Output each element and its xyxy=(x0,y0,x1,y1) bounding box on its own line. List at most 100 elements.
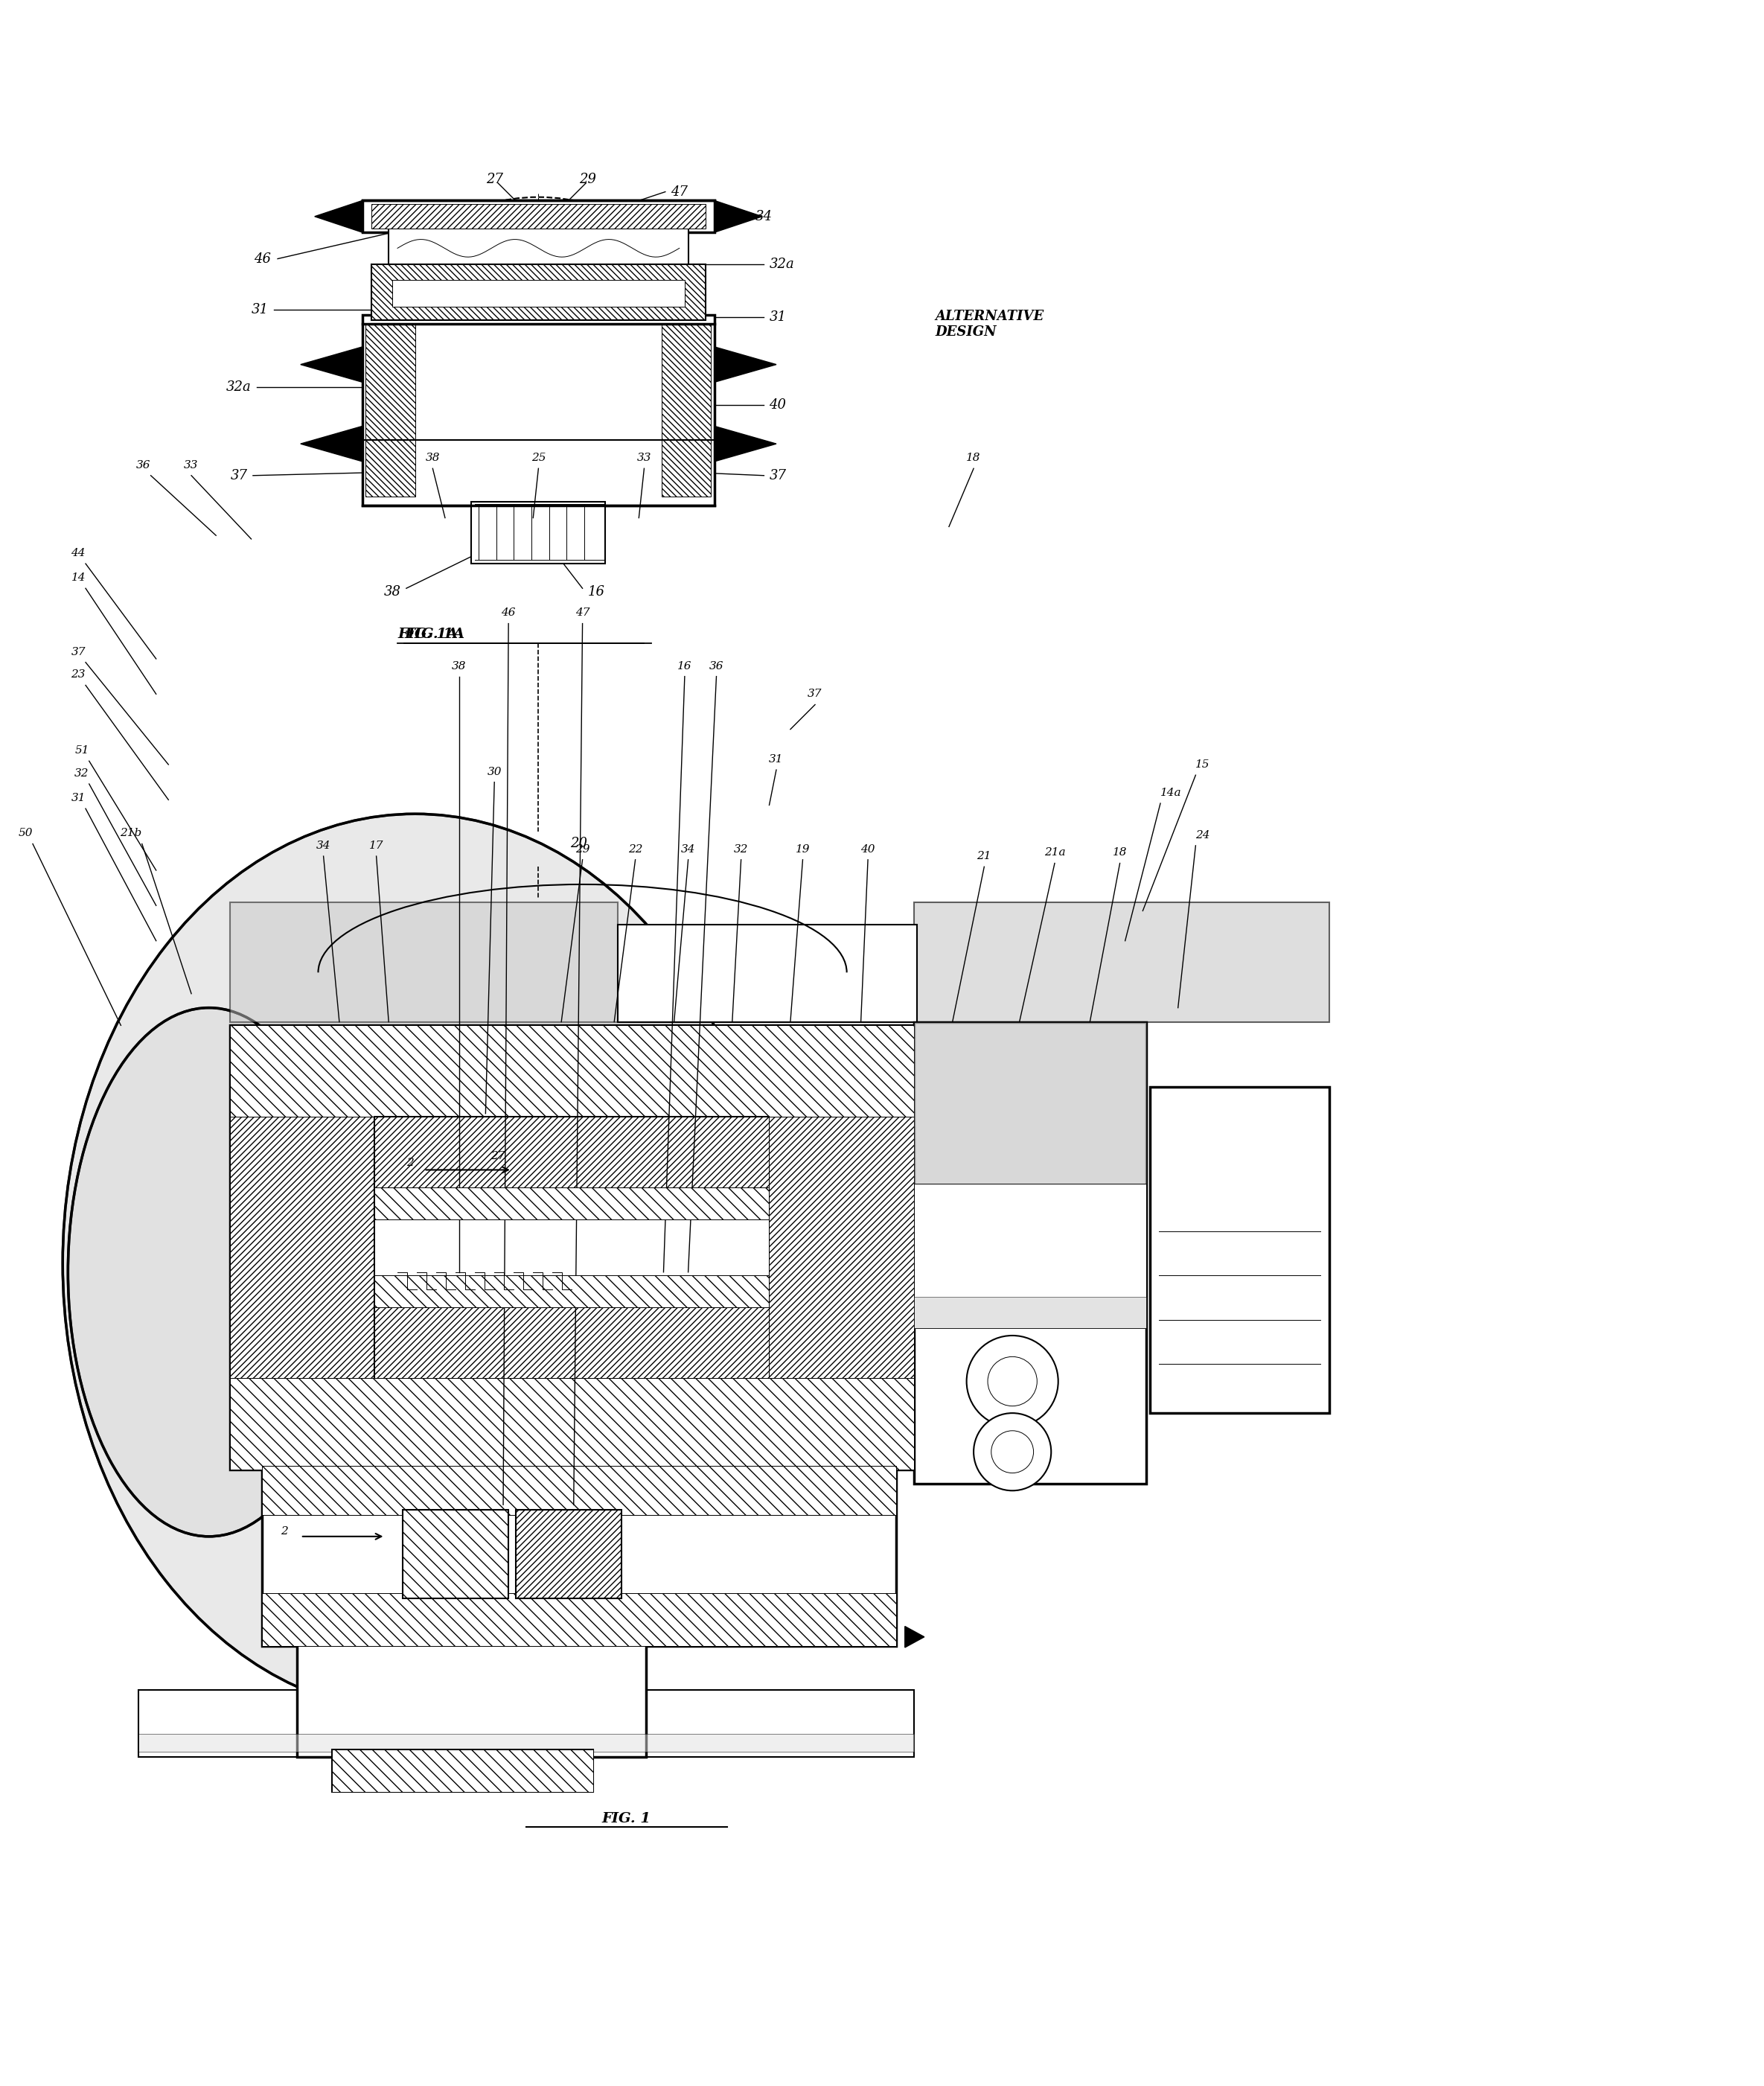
Ellipse shape xyxy=(64,814,767,1713)
Bar xyxy=(374,1116,769,1187)
Text: 20: 20 xyxy=(570,836,587,851)
Polygon shape xyxy=(300,346,362,382)
Text: 31: 31 xyxy=(252,302,268,317)
Bar xyxy=(392,280,684,307)
Text: 2: 2 xyxy=(406,1158,413,1168)
Bar xyxy=(365,323,415,496)
Polygon shape xyxy=(714,346,776,382)
Text: 50: 50 xyxy=(18,828,34,839)
Text: 31: 31 xyxy=(769,311,787,323)
Bar xyxy=(261,1466,896,1646)
Text: 16: 16 xyxy=(677,661,691,672)
Bar xyxy=(515,1510,621,1598)
Ellipse shape xyxy=(69,1008,349,1537)
Text: FIG. 1: FIG. 1 xyxy=(602,1813,651,1825)
Text: 25: 25 xyxy=(531,453,545,463)
Text: 47: 47 xyxy=(575,607,589,617)
Text: 34: 34 xyxy=(755,211,773,223)
Text: ALTERNATIVE
DESIGN: ALTERNATIVE DESIGN xyxy=(935,309,1044,338)
Text: 19: 19 xyxy=(796,845,810,855)
Text: 31: 31 xyxy=(769,755,783,766)
Text: 27: 27 xyxy=(485,173,503,186)
Bar xyxy=(296,1642,646,1756)
Bar xyxy=(914,901,1330,1022)
Bar xyxy=(332,1750,593,1792)
Bar xyxy=(138,1733,914,1752)
Circle shape xyxy=(967,1335,1058,1427)
Bar xyxy=(374,1187,769,1218)
Polygon shape xyxy=(714,200,762,232)
Bar xyxy=(229,1379,914,1469)
Text: 36: 36 xyxy=(136,459,150,469)
Text: FIG. 1A: FIG. 1A xyxy=(404,628,466,640)
Text: 16: 16 xyxy=(587,586,605,599)
Bar xyxy=(229,1026,914,1469)
Bar xyxy=(374,1308,769,1379)
Bar xyxy=(370,204,706,229)
Text: 14: 14 xyxy=(71,574,86,582)
Text: 32a: 32a xyxy=(769,257,794,271)
Text: 40: 40 xyxy=(769,398,787,411)
Text: 44: 44 xyxy=(71,549,86,559)
Polygon shape xyxy=(300,426,362,461)
Bar xyxy=(261,1466,896,1514)
Text: 15: 15 xyxy=(1196,759,1210,770)
Polygon shape xyxy=(714,426,776,461)
Bar xyxy=(471,503,605,563)
Bar xyxy=(374,1187,769,1308)
Text: 21: 21 xyxy=(977,851,991,862)
Bar xyxy=(362,315,714,505)
Polygon shape xyxy=(905,1627,924,1648)
Text: 38: 38 xyxy=(425,453,439,463)
Text: 51: 51 xyxy=(74,745,90,755)
Text: 37: 37 xyxy=(769,469,787,482)
Polygon shape xyxy=(314,200,362,232)
Text: 31: 31 xyxy=(71,793,86,803)
Text: 18: 18 xyxy=(1113,847,1127,857)
Text: 14a: 14a xyxy=(1161,789,1182,799)
Text: 32a: 32a xyxy=(226,382,250,394)
Text: 24: 24 xyxy=(1196,830,1210,841)
Text: 23: 23 xyxy=(71,670,86,680)
Bar xyxy=(662,323,711,496)
Bar xyxy=(914,1022,1147,1483)
Text: 37: 37 xyxy=(231,469,247,482)
Text: 37: 37 xyxy=(71,647,86,657)
Bar xyxy=(332,1750,593,1792)
Text: 21b: 21b xyxy=(120,828,141,839)
Bar xyxy=(914,1297,1147,1329)
Text: 32: 32 xyxy=(734,845,748,855)
Bar xyxy=(229,1116,374,1379)
Text: 46: 46 xyxy=(501,607,515,617)
Bar xyxy=(138,1690,914,1756)
Bar xyxy=(1150,1087,1330,1412)
Bar xyxy=(402,1510,508,1598)
Text: 17: 17 xyxy=(369,841,383,851)
Text: FIG. 1A: FIG. 1A xyxy=(397,628,459,640)
Bar xyxy=(914,1022,1147,1187)
Bar xyxy=(617,924,917,1022)
Text: 47: 47 xyxy=(670,186,688,198)
Text: 37: 37 xyxy=(808,688,822,699)
Bar xyxy=(374,1116,769,1379)
Text: 40: 40 xyxy=(861,845,875,855)
Text: 34: 34 xyxy=(681,845,695,855)
Text: 2: 2 xyxy=(280,1527,288,1537)
Text: 33: 33 xyxy=(183,459,199,469)
Text: 30: 30 xyxy=(487,766,501,776)
Text: 29: 29 xyxy=(575,845,589,855)
Circle shape xyxy=(991,1431,1034,1473)
Circle shape xyxy=(988,1356,1037,1406)
Bar xyxy=(769,1116,914,1379)
Circle shape xyxy=(974,1412,1051,1491)
Text: 38: 38 xyxy=(385,586,400,599)
Text: 18: 18 xyxy=(967,453,981,463)
Bar xyxy=(370,265,706,321)
Text: 33: 33 xyxy=(637,453,651,463)
Text: 22: 22 xyxy=(628,845,642,855)
Bar xyxy=(362,200,714,232)
Text: 46: 46 xyxy=(254,252,270,265)
Bar xyxy=(374,1277,769,1308)
Text: 27: 27 xyxy=(490,1151,505,1162)
Text: 29: 29 xyxy=(579,173,596,186)
